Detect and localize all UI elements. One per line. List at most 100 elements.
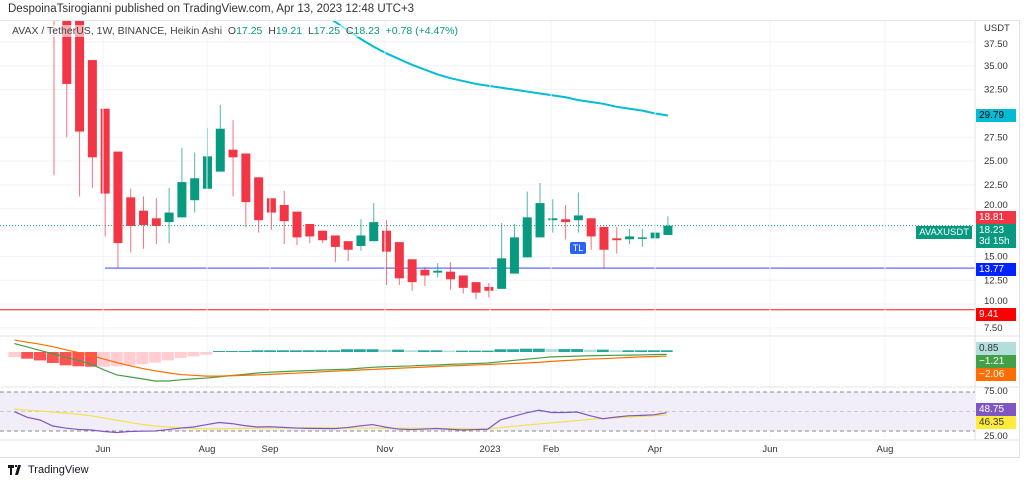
macd-histogram-bar [123, 352, 136, 366]
macd-histogram-bar [507, 349, 520, 352]
macd-histogram-bar [366, 349, 379, 352]
rsi-ma-tag: 46.35 [976, 416, 1016, 429]
low-value: 17.25 [313, 25, 341, 37]
candle-body [318, 230, 328, 241]
macd-histogram-bar [340, 349, 353, 352]
candle-body [394, 242, 404, 279]
macd-histogram-bar [379, 349, 392, 352]
macd-histogram-bar [46, 352, 59, 363]
macd-histogram-bar [558, 349, 571, 352]
high-label: H [268, 25, 276, 37]
candle-body [215, 128, 225, 172]
macd-histogram-bar [353, 349, 366, 352]
open-label: O [227, 25, 237, 37]
candle-body [228, 149, 238, 158]
macd-histogram-bar [571, 349, 584, 352]
candle-body [433, 270, 443, 273]
time-tick-label: Sep [262, 444, 279, 455]
candle-body [266, 198, 276, 213]
time-tick-label: Apr [648, 444, 663, 455]
macd-histogram-bar [238, 351, 251, 352]
price-tick-label: 35.00 [984, 61, 1008, 72]
macd-histogram-bar [264, 350, 277, 352]
time-tick-label: Aug [877, 444, 894, 455]
macd-histogram-bar [622, 350, 635, 352]
price-tick-label: 10.00 [984, 296, 1008, 307]
main-pane [0, 21, 975, 329]
high-value: 19.21 [275, 25, 303, 37]
candle-body [356, 235, 366, 246]
trendline-badge[interactable]: TL [570, 242, 586, 254]
price-tick-label: 12.50 [984, 275, 1008, 286]
time-tick-label: 2023 [479, 444, 500, 455]
rsi-tick-label: 75.00 [984, 386, 1008, 397]
macd-histogram-bar [468, 350, 481, 352]
macd-histogram-bar [660, 350, 673, 352]
candle-body [484, 286, 494, 291]
candle-body [292, 211, 302, 238]
macd-histogram-bar [8, 352, 21, 358]
macd-histogram-bar [72, 352, 85, 367]
macd-macd-line [14, 342, 667, 382]
moving-average-line [332, 21, 669, 117]
candle-body [407, 259, 417, 283]
low-line-price-tag: 9.41 [976, 308, 1016, 321]
rsi-tag: 48.75 [976, 403, 1016, 416]
macd-hist-tag: 0.85 [976, 342, 1016, 355]
price-tick-label: 32.50 [984, 85, 1008, 96]
macd-histogram-bar [136, 352, 149, 364]
macd-histogram-bar [417, 350, 430, 352]
candle-body [382, 230, 392, 252]
macd-histogram-bar [289, 350, 302, 352]
candle-body [164, 212, 174, 223]
macd-histogram-bar [456, 350, 469, 352]
macd-histogram-bar [251, 350, 264, 352]
time-tick-label: Aug [199, 444, 216, 455]
macd-histogram-bar [392, 349, 405, 352]
candle-body [254, 177, 264, 221]
open-value: 17.25 [236, 25, 263, 37]
last-price-tag: 18.23 3d 15h [976, 224, 1016, 248]
candle-body [497, 258, 507, 289]
publisher-line: DespoinaTsirogianni published on Trading… [8, 3, 415, 15]
macd-signal-line [14, 339, 667, 377]
candle-body [75, 21, 85, 132]
time-tick-label: Jun [95, 444, 110, 455]
macd-histogram-bar [430, 350, 443, 352]
macd-histogram-bar [494, 349, 507, 352]
last-price: 18.23 [979, 225, 1005, 236]
price-tick-label: 7.50 [984, 323, 1003, 334]
macd-histogram-bar [443, 350, 456, 352]
tradingview-logo[interactable]: TradingView [8, 464, 89, 476]
price-tick-label: 27.50 [984, 132, 1008, 143]
candle-body [548, 218, 558, 221]
price-tick-label: 20.00 [984, 200, 1008, 211]
symbol-tag: AVAXUSDT [916, 226, 972, 239]
close-value: 18.23 [353, 25, 380, 37]
symbol-info[interactable]: AVAX / TetherUS, 1W, BINANCE, Heikin Ash… [12, 25, 223, 37]
macd-histogram-bar [200, 352, 213, 355]
candle-body [445, 271, 455, 280]
macd-line-tag: −1.21 [976, 355, 1016, 368]
chart-frame [0, 20, 1020, 458]
macd-histogram-bar [174, 352, 187, 359]
price-tick-label: 37.50 [984, 39, 1008, 50]
candle-body [586, 218, 596, 237]
candle-body [100, 108, 110, 194]
candle-body [458, 275, 468, 288]
rsi-line [14, 409, 667, 434]
candle-body [663, 225, 673, 235]
candle-body [471, 282, 481, 293]
candle-body [151, 218, 161, 226]
price-tick-label: 15.00 [984, 251, 1008, 262]
candle-body [509, 237, 519, 274]
macd-histogram-bar [225, 351, 238, 352]
macd-histogram-bar [583, 349, 596, 352]
candle-body [599, 226, 609, 250]
macd-histogram-bar [404, 350, 417, 352]
candle-body [535, 203, 545, 238]
close-label: C [345, 25, 354, 37]
support-price-tag: 13.77 [976, 263, 1016, 276]
macd-histogram-bar [532, 348, 545, 352]
